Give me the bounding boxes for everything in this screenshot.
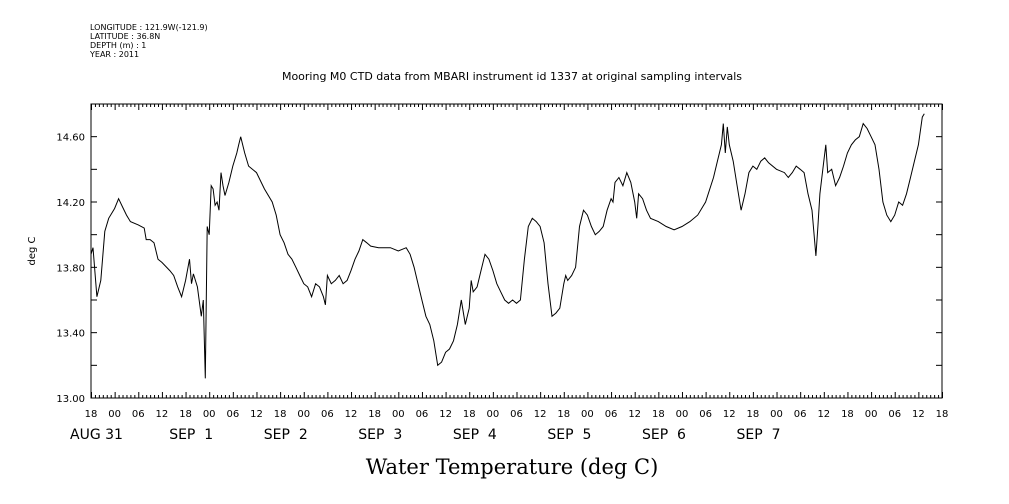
- x-tick-label: 18: [85, 409, 98, 420]
- day-label: SEP 5: [547, 427, 591, 443]
- x-tick-label: 18: [652, 409, 665, 420]
- depth-label: DEPTH (m) : 1: [90, 41, 146, 50]
- x-tick-label: 06: [226, 409, 239, 420]
- x-tick-label: 12: [250, 409, 263, 420]
- x-tick-label: 18: [841, 409, 854, 420]
- x-tick-label: 12: [156, 409, 169, 420]
- x-tick-label: 18: [274, 409, 287, 420]
- latitude-label: LATITUDE : 36.8N: [90, 32, 160, 41]
- x-tick-label: 12: [628, 409, 641, 420]
- y-tick-label: 14.60: [56, 133, 85, 144]
- y-tick-label: 13.80: [56, 263, 85, 274]
- longitude-label: LONGITUDE : 121.9W(-121.9): [90, 23, 208, 32]
- x-tick-label: 06: [605, 409, 618, 420]
- x-tick-label: 00: [486, 409, 499, 420]
- x-tick-label: 12: [534, 409, 547, 420]
- day-label: SEP 4: [453, 427, 497, 443]
- plot-frame: [90, 103, 943, 399]
- axis-ticks: [91, 103, 943, 399]
- day-label: SEP 3: [358, 427, 402, 443]
- x-tick-label: 06: [416, 409, 429, 420]
- x-tick-label: 00: [108, 409, 121, 420]
- x-tick-label: 00: [392, 409, 405, 420]
- x-tick-label: 00: [297, 409, 310, 420]
- chart-title: Mooring M0 CTD data from MBARI instrumen…: [282, 70, 742, 83]
- x-tick-label: 12: [817, 409, 830, 420]
- day-label: SEP 1: [169, 427, 213, 443]
- x-axis-title: Water Temperature (deg C): [366, 455, 659, 479]
- y-tick-label: 13.40: [56, 329, 85, 340]
- x-tick-label: 18: [368, 409, 381, 420]
- x-tick-label: 06: [699, 409, 712, 420]
- x-tick-label: 00: [676, 409, 689, 420]
- x-tick-label: 12: [345, 409, 358, 420]
- x-tick-label: 00: [770, 409, 783, 420]
- y-tick-labels: 13.00 13.40 13.80 14.20 14.60: [56, 133, 85, 405]
- y-tick-label: 14.20: [56, 198, 85, 209]
- year-label: YEAR : 2011: [89, 50, 139, 59]
- x-tick-label: 00: [203, 409, 216, 420]
- x-tick-label: 06: [510, 409, 523, 420]
- x-tick-labels: 18 00 06 12 18 00 06 12 18 00 06 12 18 00 06 12 18 00 06 12…: [85, 409, 949, 420]
- series-line: [90, 113, 925, 379]
- day-label: SEP 7: [737, 427, 781, 443]
- x-tick-label: 18: [936, 409, 949, 420]
- x-tick-label: 00: [581, 409, 594, 420]
- x-tick-label: 06: [321, 409, 334, 420]
- y-tick-label: 13.00: [56, 394, 85, 405]
- x-tick-label: 12: [912, 409, 925, 420]
- x-tick-label: 00: [865, 409, 878, 420]
- x-tick-label: 06: [794, 409, 807, 420]
- day-label: SEP 2: [264, 427, 308, 443]
- x-tick-label: 12: [439, 409, 452, 420]
- day-labels: AUG 31 SEP 1 SEP 2 SEP 3 SEP 4 SEP 5 SEP 6 SEP …: [70, 427, 781, 443]
- x-tick-label: 12: [723, 409, 736, 420]
- x-tick-label: 18: [179, 409, 192, 420]
- x-tick-label: 18: [557, 409, 570, 420]
- x-tick-label: 06: [888, 409, 901, 420]
- day-label: SEP 6: [642, 427, 686, 443]
- y-axis-label: deg C: [27, 236, 38, 265]
- x-tick-label: 18: [463, 409, 476, 420]
- x-tick-label: 06: [132, 409, 145, 420]
- x-tick-label: 18: [747, 409, 760, 420]
- day-label: AUG 31: [70, 427, 123, 443]
